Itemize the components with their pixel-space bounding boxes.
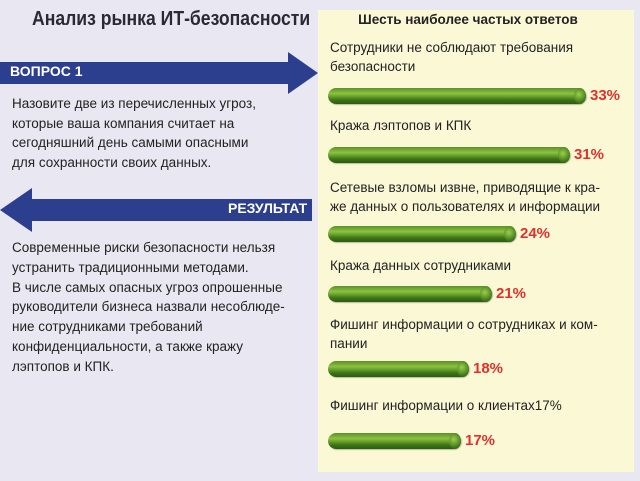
result-text: Современные риски безопасности нельзя ус… [12, 240, 285, 374]
bar-cap [449, 433, 461, 449]
page-title: Анализ рынка ИТ-безопасности [32, 8, 311, 30]
category-label: Кража лэптопов и КПК [330, 118, 472, 133]
category-label: Кража данных сотрудниками [330, 258, 512, 273]
chart-title: Шесть наиболее частых ответов [358, 12, 578, 27]
bar-value-label: 33% [590, 87, 621, 104]
bar [328, 226, 516, 242]
category-label: Фишинг информации о сотрудниках и ком- п… [330, 317, 598, 351]
bar-value-label: 21% [496, 285, 527, 302]
question-text: Назовите две из перечисленных угроз, кот… [12, 96, 256, 170]
bar-value-label: 18% [473, 360, 504, 377]
bar [328, 147, 570, 163]
chart-panel: Шесть наиболее частых ответов Сотрудники… [318, 10, 634, 472]
category-label: Сетевые взломы извне, приводящие к кра- … [330, 180, 601, 214]
bar-cap [504, 226, 516, 242]
bar [328, 361, 469, 377]
category-label: Фишинг информации о клиентах17% [330, 398, 562, 413]
bar [328, 286, 492, 302]
bar-cap [558, 147, 570, 163]
bar-cap [574, 88, 586, 104]
question-arrow [0, 52, 318, 94]
bar-cap [457, 361, 469, 377]
result-label: РЕЗУЛЬТАТ [228, 200, 308, 216]
bar-value-label: 31% [574, 146, 605, 163]
bar [328, 433, 461, 449]
bar-value-label: 17% [465, 432, 496, 449]
bar-cap [480, 286, 492, 302]
question-label: ВОПРОС 1 [10, 63, 83, 79]
category-label: Сотрудники не соблюдают требования безоп… [330, 40, 574, 74]
result-arrow [0, 188, 312, 232]
bar [328, 88, 586, 104]
bar-value-label: 24% [520, 225, 551, 242]
